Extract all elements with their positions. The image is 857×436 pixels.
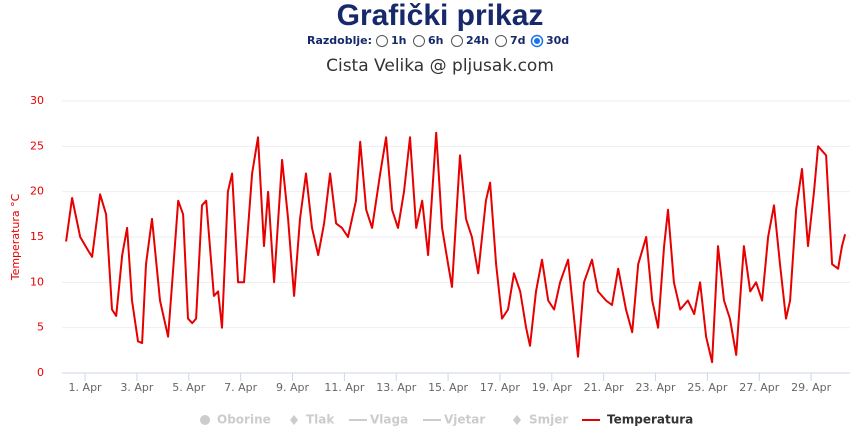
period-radio[interactable] [413,35,425,47]
period-option[interactable]: 24h [466,34,489,47]
y-tick-label: 10 [30,275,44,288]
x-tick-label: 21. Apr [584,381,624,394]
period-radio[interactable] [451,35,463,47]
x-tick-label: 25. Apr [687,381,727,394]
legend-item[interactable]: Smjer [529,413,568,427]
x-tick-label: 11. Apr [324,381,364,394]
x-tick-label: 3. Apr [120,381,153,394]
page-title: Grafički prikaz [337,0,544,32]
period-label: Razdoblje: [307,34,372,47]
chart-subtitle: Cista Velika @ pljusak.com [326,56,554,76]
period-radio[interactable] [495,35,507,47]
temperature-line [65,131,847,364]
legend-item[interactable]: Temperatura [607,413,693,427]
period-option[interactable]: 6h [428,34,444,47]
legend-item[interactable]: Tlak [306,413,335,427]
x-tick-label: 29. Apr [791,381,831,394]
period-option[interactable]: 7d [510,34,526,47]
legend-item[interactable]: Vjetar [444,413,485,427]
legend-item[interactable]: Oborine [217,413,271,427]
y-tick-label: 15 [30,230,44,243]
y-tick-label: 5 [37,321,44,334]
legend-symbol [200,415,210,425]
x-tick-label: 13. Apr [376,381,416,394]
x-tick-label: 1. Apr [69,381,102,394]
x-tick-label: 5. Apr [172,381,205,394]
x-tick-label: 17. Apr [480,381,520,394]
period-option[interactable]: 1h [391,34,407,47]
x-tick-label: 19. Apr [532,381,572,394]
x-tick-label: 7. Apr [224,381,257,394]
period-radio-dot [534,38,540,44]
period-radio[interactable] [376,35,388,47]
period-option[interactable]: 30d [546,34,569,47]
y-tick-label: 0 [37,366,44,379]
x-tick-label: 9. Apr [276,381,309,394]
x-tick-label: 27. Apr [739,381,779,394]
x-tick-label: 23. Apr [636,381,676,394]
y-axis-title: Temperatura °C [9,193,22,281]
y-tick-label: 25 [30,139,44,152]
legend-item[interactable]: Vlaga [370,413,408,427]
legend-symbol [513,415,521,425]
x-tick-label: 15. Apr [428,381,468,394]
y-tick-label: 20 [30,185,44,198]
legend-symbol [290,415,298,425]
y-tick-label: 30 [30,94,44,107]
